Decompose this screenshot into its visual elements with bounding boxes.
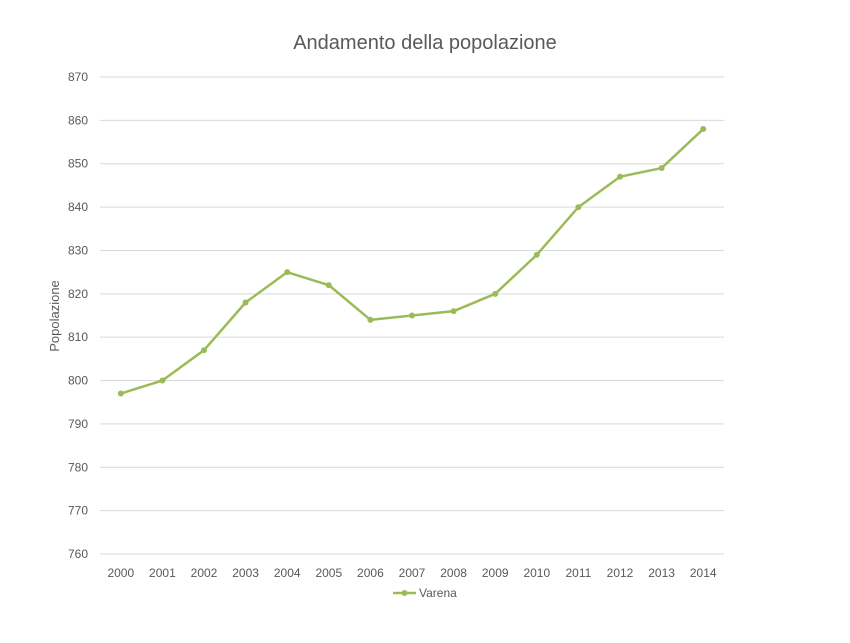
- data-point-2005: [325, 282, 332, 289]
- data-point-2012: [617, 173, 623, 180]
- data-point-2010: [533, 251, 540, 258]
- data-point-2006: [367, 316, 374, 323]
- series-line-varena: [120, 128, 705, 395]
- x-tick-label: 2002: [191, 566, 218, 580]
- y-axis-label: Popolazione: [47, 280, 62, 352]
- x-tick-label: 2010: [523, 566, 550, 580]
- x-tick-label: 2000: [107, 566, 134, 580]
- y-tick-label: 820: [68, 287, 88, 301]
- y-tick-label: 840: [68, 200, 88, 214]
- y-tick-label: 870: [68, 70, 88, 84]
- x-tick-label: 2005: [315, 566, 342, 580]
- x-tick-label: 2011: [565, 566, 591, 580]
- x-tick-label: 2001: [149, 566, 176, 580]
- data-point-2001: [159, 377, 166, 384]
- data-point-2013: [658, 165, 665, 172]
- x-tick-label: 2008: [440, 566, 467, 580]
- data-point-2003: [242, 299, 249, 306]
- x-tick-label: 2006: [357, 566, 384, 580]
- data-point-2011: [575, 204, 582, 211]
- y-tick-label: 770: [68, 504, 88, 518]
- y-tick-label: 780: [68, 460, 88, 474]
- y-tick-label: 850: [68, 157, 88, 171]
- x-tick-label: 2013: [648, 566, 675, 580]
- data-point-2002: [201, 347, 207, 354]
- x-tick-label: 2014: [690, 566, 717, 580]
- y-tick-label: 860: [68, 113, 88, 127]
- y-tick-label: 790: [68, 417, 88, 431]
- y-tick-label: 830: [68, 243, 88, 257]
- x-tick-label: 2003: [232, 566, 259, 580]
- x-tick-label: 2009: [482, 566, 509, 580]
- legend: Varena: [393, 586, 457, 600]
- legend-marker: [401, 590, 408, 596]
- chart-title: Andamento della popolazione: [293, 32, 557, 54]
- data-point-2000: [117, 390, 124, 397]
- x-tick-label: 2004: [274, 566, 301, 580]
- data-point-2008: [450, 308, 457, 315]
- data-point-2007: [409, 312, 415, 319]
- data-point-2004: [284, 269, 291, 276]
- legend-label: Varena: [419, 586, 457, 600]
- y-tick-label: 800: [68, 374, 88, 388]
- data-point-2009: [492, 290, 499, 297]
- x-tick-label: 2007: [399, 566, 426, 580]
- x-tick-label: 2012: [607, 566, 634, 580]
- y-tick-label: 760: [68, 547, 88, 561]
- y-tick-label: 810: [68, 330, 88, 344]
- data-point-2014: [700, 126, 707, 133]
